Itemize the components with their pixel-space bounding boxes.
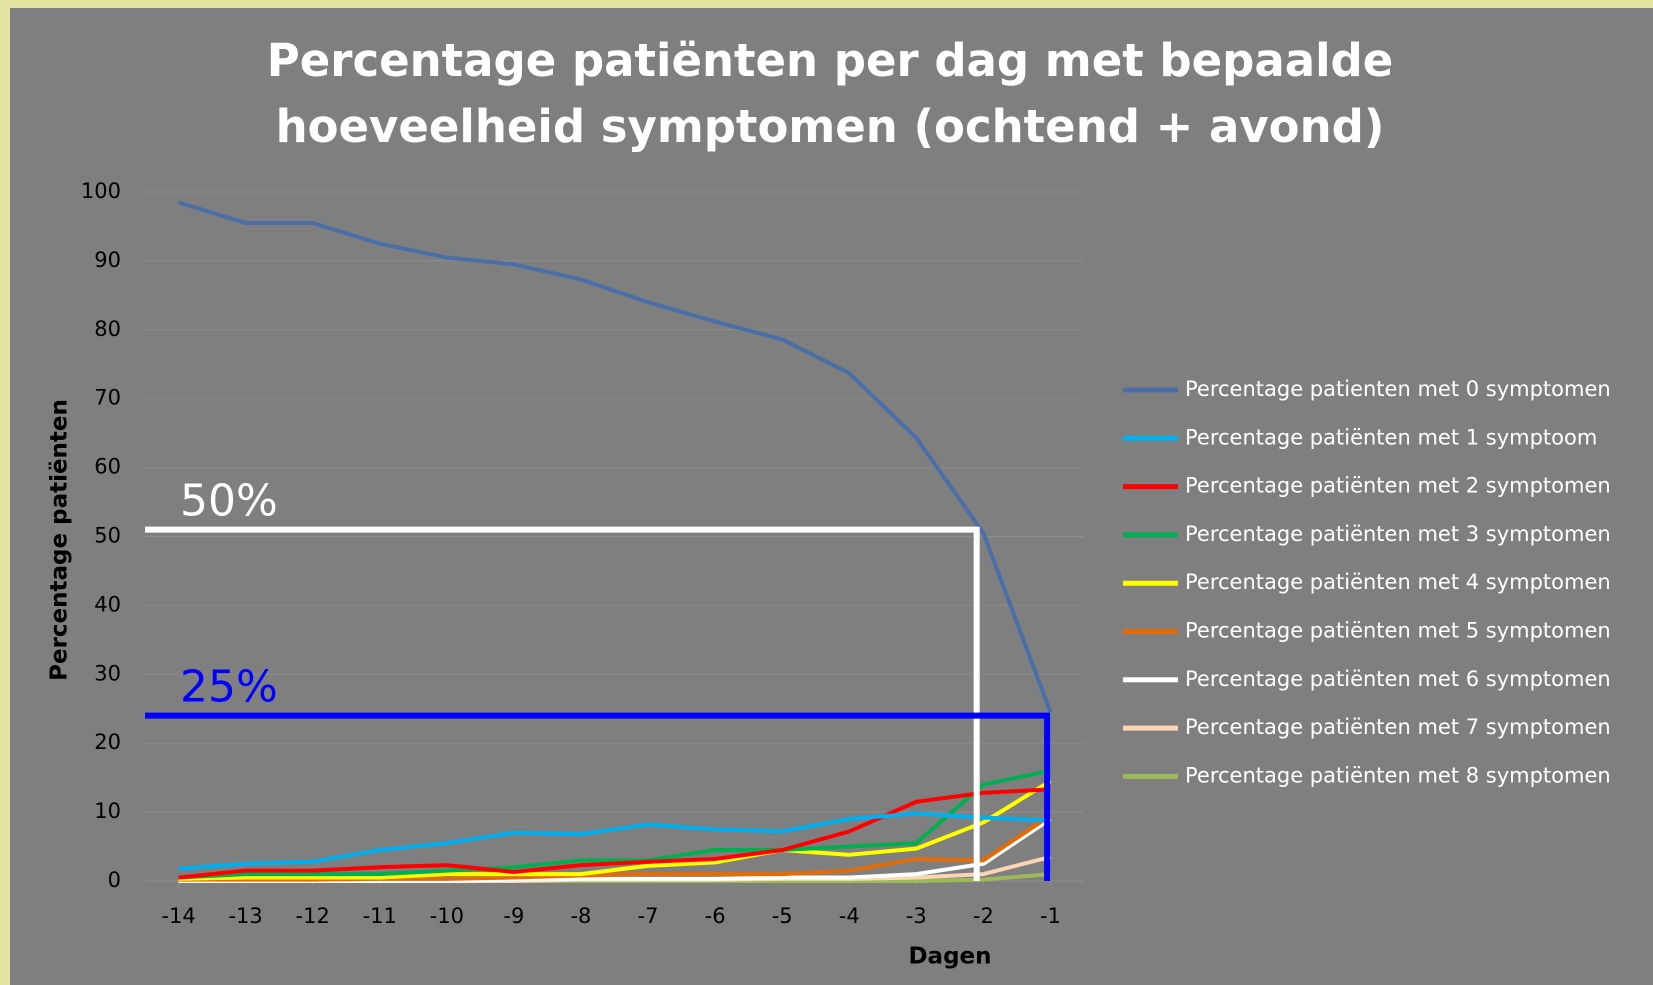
x-tick-label: -11: [363, 904, 397, 928]
x-tick-label: -12: [296, 904, 330, 928]
legend-label: Percentage patiënten met 6 symptomen: [1185, 667, 1611, 691]
annotation: 25%: [180, 662, 278, 713]
legend-label: Percentage patiënten met 8 symptomen: [1185, 763, 1611, 787]
x-tick-label: -2: [973, 904, 994, 928]
chart-title: Percentage patiënten per dag met bepaald…: [266, 34, 1394, 153]
legend-label: Percentage patiënten met 1 symptoom: [1185, 425, 1597, 449]
legend-label: Percentage patiënten met 7 symptomen: [1185, 715, 1611, 739]
y-tick-label: 0: [108, 868, 121, 892]
y-tick-label: 40: [94, 592, 121, 616]
series-line: [178, 787, 1051, 880]
x-tick-label: -3: [906, 904, 927, 928]
legend-label: Percentage patiënten met 4 symptomen: [1185, 570, 1611, 594]
y-tick-label: 70: [94, 386, 121, 410]
y-tick-label: 30: [94, 661, 121, 685]
y-tick-label: 20: [94, 730, 121, 754]
legend-label: Percentage patiënten met 5 symptomen: [1185, 619, 1611, 643]
legend-label: Percentage patiënten met 3 symptomen: [1185, 522, 1611, 546]
x-axis-label: Dagen: [908, 944, 991, 970]
series-line: [177, 200, 1053, 713]
reference-line: [145, 526, 980, 881]
y-axis-label: Percentage patiënten: [47, 399, 73, 681]
annotation: 50%: [180, 476, 278, 527]
x-tick-label: -4: [839, 904, 860, 928]
y-tick-label: 80: [94, 317, 121, 341]
y-tick-label: 90: [94, 248, 121, 272]
y-tick-label: 50: [94, 524, 121, 548]
legend-label: Percentage patienten met 0 symptomen: [1185, 377, 1611, 401]
reference-line: [145, 712, 1051, 881]
y-tick-label: 10: [94, 799, 121, 823]
y-tick-label: 60: [94, 455, 121, 479]
x-tick-label: -13: [228, 904, 262, 928]
series-line: [178, 779, 1052, 881]
x-tick-label: -6: [705, 904, 726, 928]
x-tick-label: -5: [772, 904, 793, 928]
x-tick-label: -7: [638, 904, 659, 928]
y-tick-label: 100: [81, 179, 121, 203]
series-line: [178, 768, 1051, 880]
x-tick-label: -8: [570, 904, 591, 928]
x-tick-label: -9: [503, 904, 524, 928]
x-tick-label: -10: [430, 904, 464, 928]
x-tick-label: -14: [161, 904, 195, 928]
series-line: [178, 811, 1051, 871]
x-tick-label: -1: [1040, 904, 1061, 928]
legend-label: Percentage patiënten met 2 symptomen: [1185, 474, 1611, 498]
